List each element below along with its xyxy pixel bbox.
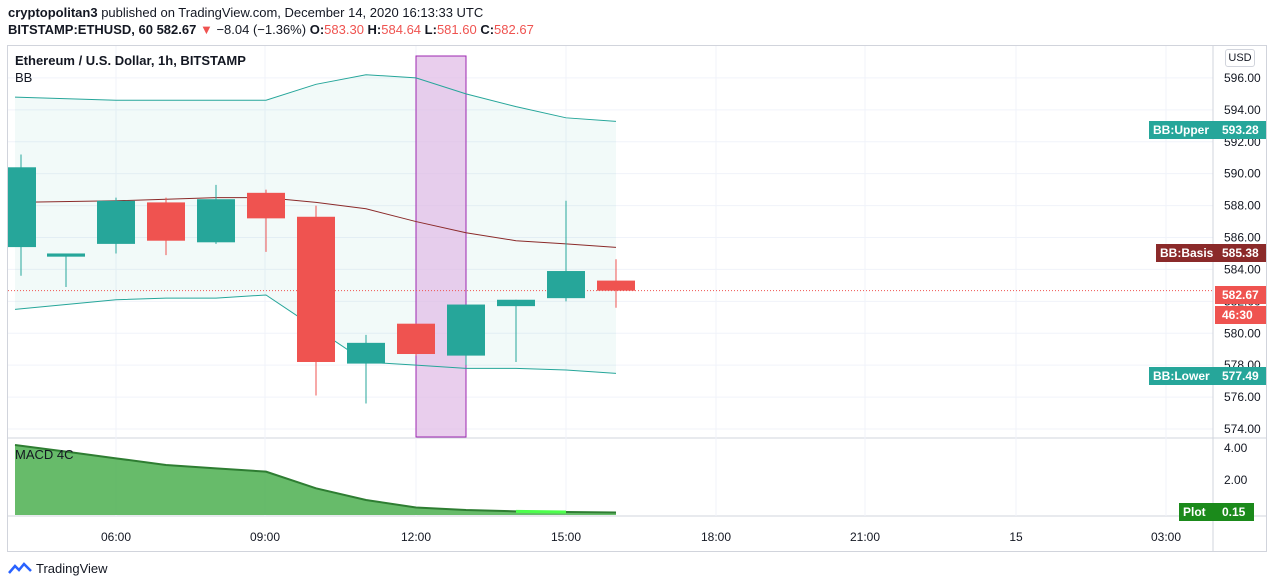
candle-body [497,299,535,307]
published-text: published on TradingView.com, December 1… [101,5,484,20]
bb-upper-badge-value: 593.28 [1222,123,1259,137]
countdown-badge-bg [1215,306,1266,324]
plot-badge: Plot 0.15 [1179,503,1254,521]
candle-body [347,342,385,364]
candle-body [397,323,435,355]
macd-axis-label: 4.00 [1224,441,1248,455]
candle [147,197,185,256]
countdown-badge: 46:30 [1215,306,1266,324]
candle [97,197,135,254]
open-value: 583.30 [324,22,364,37]
symbol-info: BITSTAMP:ETHUSD, 60 582.67 ▼ −8.04 (−1.3… [8,22,534,37]
candle-body [47,253,85,257]
last-price-badge: 582.67 [1215,286,1266,304]
time-axis-label: 15:00 [551,530,581,544]
macd-bright-segment [515,509,567,514]
bb-indicator-label[interactable]: BB [15,70,33,85]
bb-upper-line [14,74,617,122]
candle-body [197,199,235,243]
bb-basis-badge: BB:Basis 585.38 [1156,244,1266,262]
low-label: L: [424,22,437,37]
bb-lower-badge-value: 577.49 [1222,369,1259,383]
time-axis-label: 09:00 [250,530,280,544]
price-axis-label: 574.00 [1224,422,1261,436]
candle [447,304,485,366]
bb-lower-badge: BB:Lower 577.49 [1149,367,1266,385]
candle [8,154,36,276]
candle-body [447,304,485,356]
close-label: C: [480,22,495,37]
last-price-badge-value: 582.67 [1222,288,1259,302]
candle [547,200,585,302]
time-axis-label: 18:00 [701,530,731,544]
candle [297,205,335,396]
price-axis-label: 588.00 [1224,199,1261,213]
footer-brand-label: TradingView [36,561,108,576]
bb-lower-badge-label: BB:Lower [1153,369,1210,383]
bb-lower-badge-bg [1149,367,1266,385]
bb-basis-badge-label: BB:Basis [1160,246,1214,260]
candle-body [297,216,335,362]
price-axis-label: 580.00 [1224,326,1261,340]
down-arrow-icon: ▼ [199,22,213,37]
plot-badge-label: Plot [1183,505,1206,519]
price-change: −8.04 (−1.36%) [216,22,307,37]
time-axis-label: 03:00 [1151,530,1181,544]
candle [597,259,635,308]
time-axis-label: 06:00 [101,530,131,544]
macd-area [15,445,616,515]
candle [497,299,535,362]
last-price: 582.67 [156,22,197,37]
candle [47,253,85,287]
bb-basis-line [14,197,617,248]
macd-axis-label: 2.00 [1224,473,1248,487]
price-axis-label: 586.00 [1224,231,1261,245]
candle [247,189,285,252]
publish-info: cryptopolitan3 published on TradingView.… [8,5,483,20]
symbol-name: BITSTAMP:ETHUSD, 60 [8,22,153,37]
bb-upper-badge: BB:Upper 593.28 [1149,121,1266,139]
chart-frame[interactable] [7,45,1267,552]
currency-button[interactable]: USD [1225,49,1255,67]
candle [397,323,435,356]
price-axis-label: 576.00 [1224,390,1261,404]
macd-indicator-label[interactable]: MACD 4C [15,447,74,462]
candle-body [8,167,36,248]
candle-body [247,192,285,219]
candle-body [597,280,635,291]
bb-basis-badge-value: 585.38 [1222,246,1259,260]
bb-lower-line [14,294,617,374]
price-axis-label: 594.00 [1224,103,1261,117]
time-axis-label: 12:00 [401,530,431,544]
bb-upper-badge-bg [1149,121,1266,139]
bb-basis-badge-bg [1156,244,1266,262]
price-axis-label: 584.00 [1224,262,1261,276]
close-value: 582.67 [494,22,534,37]
plot-badge-bg [1179,503,1254,521]
price-axis-label: 590.00 [1224,167,1261,181]
tradingview-logo-icon [8,561,32,574]
countdown-badge-value: 46:30 [1222,308,1253,322]
plot-badge-value: 0.15 [1222,505,1246,519]
last-price-badge-bg [1215,286,1266,304]
candle-body [547,271,585,299]
open-label: O: [309,22,325,37]
time-axis-label: 15 [1009,530,1023,544]
candle-body [147,202,185,241]
time-axis-label: 21:00 [850,530,880,544]
chart-title: Ethereum / U.S. Dollar, 1h, BITSTAMP [15,53,246,68]
candle [347,334,385,404]
low-value: 581.60 [436,22,477,37]
candle-body [97,200,135,244]
highlight-rectangle [415,55,467,438]
author-name[interactable]: cryptopolitan3 [8,5,98,20]
candle [197,184,235,244]
high-value: 584.64 [381,22,422,37]
bb-upper-badge-label: BB:Upper [1153,123,1209,137]
footer-brand[interactable]: TradingView [8,561,108,576]
price-axis-label: 596.00 [1224,71,1261,85]
high-label: H: [367,22,382,37]
